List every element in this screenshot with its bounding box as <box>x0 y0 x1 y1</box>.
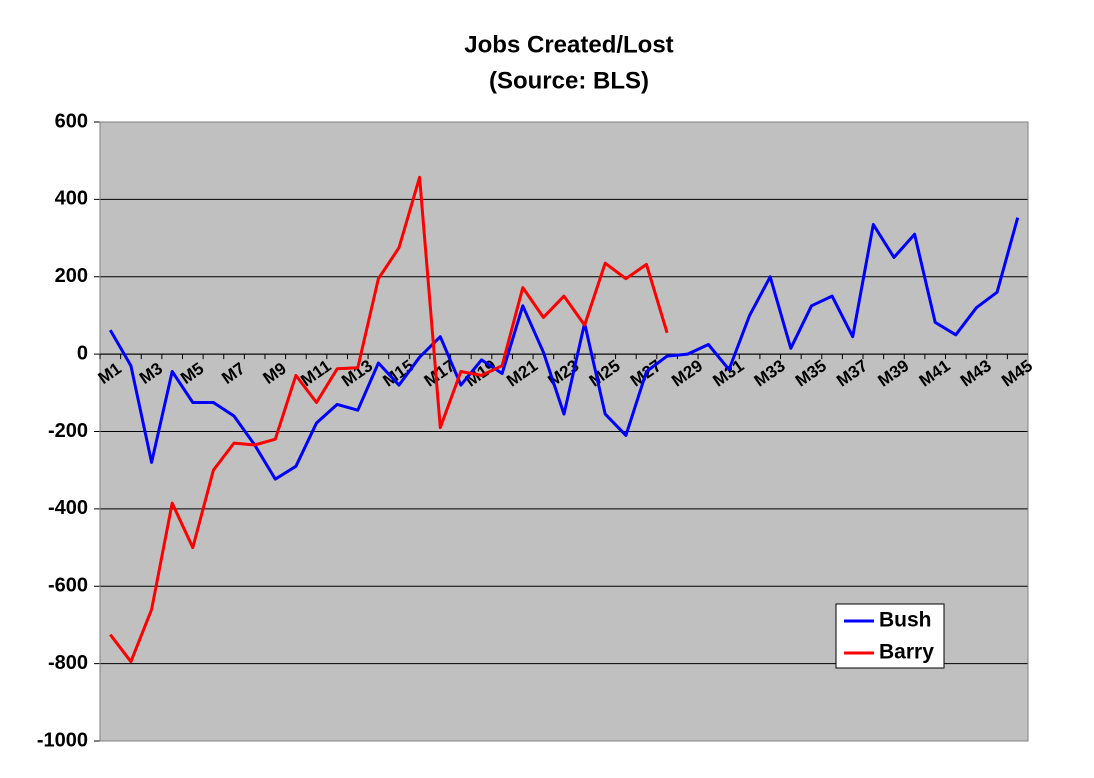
y-tick-label: -400 <box>48 497 88 519</box>
plot-border <box>99 121 1029 742</box>
chart-subtitle: (Source: BLS) <box>489 67 649 94</box>
line-series <box>109 217 1020 481</box>
legend-label: Barry <box>879 641 934 664</box>
legend-box <box>835 603 945 669</box>
line-series <box>109 175 669 664</box>
y-tick-label: 600 <box>55 110 88 132</box>
y-tick-label: 200 <box>55 265 88 287</box>
y-tick-label: 0 <box>77 342 88 364</box>
y-tick-label: -1000 <box>37 729 88 751</box>
y-tick-label: 400 <box>55 188 88 210</box>
y-tick-label: -200 <box>48 420 88 442</box>
y-tick-label: -600 <box>48 575 88 597</box>
legend-label: Bush <box>879 609 932 632</box>
chart-title: Jobs Created/Lost <box>464 31 673 58</box>
y-tick-label: -800 <box>48 652 88 674</box>
